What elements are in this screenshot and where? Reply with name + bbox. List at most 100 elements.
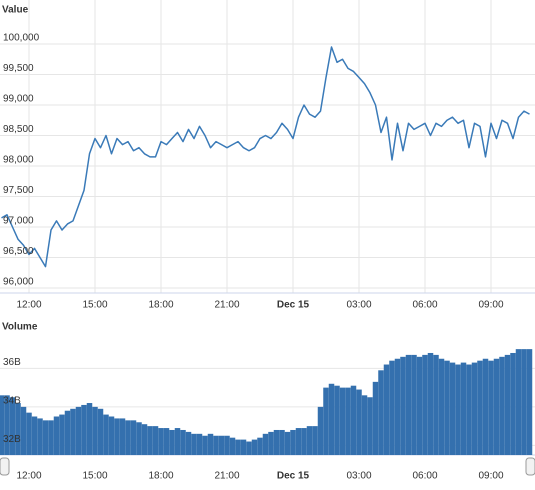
volume-bar — [59, 414, 65, 455]
volume-bar — [284, 431, 291, 455]
volume-bar — [312, 426, 318, 455]
y-tick-label: 36B — [3, 357, 21, 368]
volume-bar — [262, 433, 269, 455]
volume-bar — [493, 358, 500, 455]
volume-bar — [328, 383, 335, 455]
volume-bar — [526, 349, 533, 455]
navigator-handle-right[interactable] — [525, 457, 535, 476]
y-tick-label: 97,500 — [3, 185, 34, 196]
volume-bar — [361, 395, 368, 455]
x-tick-label: 18:00 — [148, 471, 173, 482]
volume-bar — [229, 437, 236, 455]
volume-bar — [257, 437, 263, 455]
volume-bar — [15, 403, 21, 455]
volume-bar — [70, 408, 76, 455]
volume-bar — [92, 406, 98, 455]
volume-bar — [273, 429, 280, 455]
volume-bar — [97, 408, 104, 455]
volume-bar — [0, 395, 5, 455]
volume-bar — [383, 364, 390, 455]
volume-bar — [20, 406, 27, 455]
volume-bar — [268, 431, 274, 455]
volume-bar — [64, 410, 71, 455]
volume-bar — [251, 439, 258, 455]
volume-bar — [416, 356, 423, 455]
volume-bar — [119, 418, 126, 455]
x-tick-label: 09:00 — [478, 300, 503, 311]
y-tick-label: 97,000 — [3, 216, 34, 227]
volume-bar — [163, 428, 170, 455]
volume-bar — [207, 433, 214, 455]
volume-bar — [510, 352, 516, 455]
y-tick-label: 96,000 — [3, 277, 34, 288]
volume-bar — [240, 439, 247, 455]
volume-bar — [438, 358, 445, 455]
volume-bar — [400, 356, 406, 455]
x-tick-label: 18:00 — [148, 300, 173, 311]
x-tick-label: 03:00 — [346, 300, 371, 311]
volume-bar — [378, 370, 384, 455]
volume-bar — [125, 420, 131, 455]
marks-layer — [0, 46, 533, 455]
y-tick-label: 98,500 — [3, 124, 34, 135]
volume-bar — [191, 433, 197, 455]
panel-title: Volume — [2, 322, 38, 333]
volume-bar — [246, 441, 252, 455]
volume-bar — [405, 354, 412, 455]
volume-bar — [350, 385, 357, 455]
volume-bar — [306, 426, 313, 455]
volume-bar — [339, 387, 346, 455]
volume-bar — [81, 404, 87, 455]
volume-bar — [455, 364, 461, 455]
volume-bar — [367, 397, 373, 455]
volume-bar — [372, 381, 379, 455]
volume-bar — [141, 424, 148, 455]
price-line — [1, 46, 530, 268]
panel-title: Value — [2, 5, 29, 16]
volume-bar — [147, 426, 153, 455]
volume-bar — [471, 362, 478, 455]
volume-bar — [169, 429, 175, 455]
volume-bar — [317, 406, 324, 455]
y-tick-label: 98,000 — [3, 155, 34, 166]
volume-bar — [202, 435, 208, 455]
volume-bar — [290, 429, 296, 455]
volume-bar — [180, 429, 186, 455]
volume-bar — [394, 358, 401, 455]
volume-bar — [213, 435, 219, 455]
x-tick-label: 09:00 — [478, 471, 503, 482]
x-tick-label: 12:00 — [16, 471, 41, 482]
volume-bar — [31, 416, 38, 455]
volume-bar — [427, 352, 434, 455]
volume-bar — [499, 356, 505, 455]
volume-bar — [422, 354, 428, 455]
volume-bar — [345, 387, 351, 455]
volume-bar — [301, 428, 307, 455]
volume-bar — [42, 420, 49, 455]
y-tick-label: 34B — [3, 396, 21, 407]
volume-bar — [196, 433, 203, 455]
volume-bar — [521, 349, 527, 455]
volume-bar — [26, 412, 32, 455]
volume-bar — [477, 360, 483, 455]
volume-bar — [136, 422, 142, 455]
x-tick-label: 12:00 — [16, 300, 41, 311]
x-tick-label: Dec 15 — [277, 471, 310, 482]
navigator-handle-left[interactable] — [0, 457, 10, 476]
volume-bar — [9, 397, 16, 455]
x-tick-label: Dec 15 — [277, 300, 310, 311]
volume-bar — [334, 385, 340, 455]
volume-bar — [466, 364, 472, 455]
volume-bar — [235, 439, 241, 455]
volume-bar — [152, 426, 159, 455]
x-tick-label: 15:00 — [82, 471, 107, 482]
y-tick-label: 32B — [3, 434, 21, 445]
volume-bar — [218, 435, 225, 455]
volume-bar — [174, 428, 181, 455]
label-layer: Value 96,000 96,500 97,000 97,500 98,000 98,50… — [2, 5, 504, 482]
volume-bar — [108, 416, 115, 455]
x-tick-label: 06:00 — [412, 471, 437, 482]
volume-bar — [75, 406, 82, 455]
volume-bar — [48, 420, 54, 455]
